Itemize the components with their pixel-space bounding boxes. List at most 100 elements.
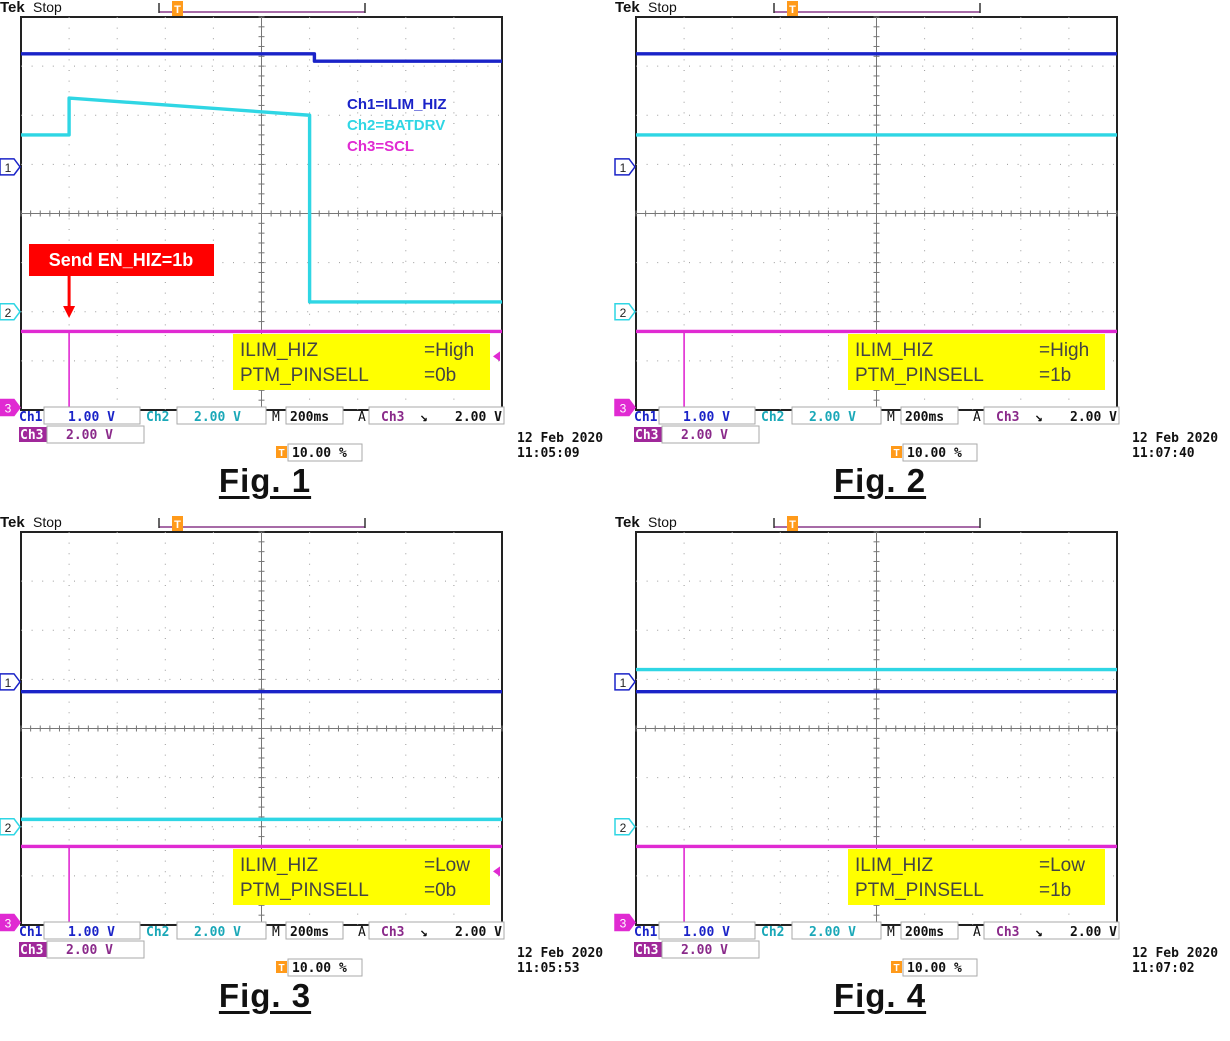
timebase: 200ms [290, 410, 329, 425]
figure-panel-1: Tek Stop T T 1 2 3 Ch1=ILIM_HIZ Ch2=BATDRV Ch3=SC… [0, 0, 615, 515]
scope-brand: Tek [615, 0, 640, 16]
capture-date: 12 Feb 2020 [517, 431, 603, 446]
scope-brand: Tek [615, 514, 640, 531]
figure-panel-2: Tek Stop T T 1 2 3 ILIM_HIZ =High PTM_PINSELL =1b C… [614, 0, 1230, 515]
ch3-reference-marker [614, 398, 636, 417]
ch3-label-box [19, 942, 47, 957]
trigger-box [983, 921, 1120, 940]
trigger-percent-icon [891, 446, 902, 458]
ch1-label: Ch1 [634, 925, 658, 940]
info-value-1: =Low [424, 855, 470, 876]
ch3-label-box [634, 427, 662, 442]
ch3-label: Ch3 [635, 943, 658, 958]
trigger-level-marker [493, 351, 500, 362]
acquisition-state: Stop [33, 0, 62, 15]
ch2-scale-box [791, 921, 882, 940]
timebase: 200ms [290, 925, 329, 940]
ch2-scale: 2.00 V [194, 925, 241, 940]
trigger-position-percent: 10.00 % [292, 961, 347, 976]
ch3-scale-box [661, 940, 760, 959]
figure-panel-4: Tek Stop T T 1 2 3 ILIM_HIZ =Low PTM_PINSELL =1b Ch… [614, 514, 1230, 1030]
trigger-slope-icon: ↘ [1035, 410, 1043, 425]
ch3-reference-marker [614, 913, 636, 932]
annotation-box [29, 244, 214, 276]
ch2-reference-marker [614, 818, 636, 836]
info-key-2: PTM_PINSELL [240, 365, 369, 386]
timebase-box [900, 921, 959, 940]
scope-screen: Tek Stop T T 1 2 3 ILIM_HIZ =Low PTM_PINSELL =1b Ch… [614, 514, 1218, 977]
trigger-prefix: A [973, 925, 981, 940]
trigger-percent-box [902, 443, 978, 462]
trigger-slope-icon: ↘ [1035, 925, 1043, 940]
acquisition-state: Stop [648, 514, 677, 530]
ch3-label: Ch3 [20, 943, 43, 958]
ch3-label: Ch3 [20, 428, 43, 443]
figure-caption: Fig. 4 [833, 977, 927, 1014]
ch2-label: Ch2 [146, 410, 169, 425]
ch3-scale: 2.00 V [681, 428, 728, 443]
scope-screen: Tek Stop T T 1 2 3 Ch1=ILIM_HIZ Ch2=BATDRV Ch3=SC… [0, 0, 603, 462]
ch1-reference-marker-label: 1 [5, 676, 12, 690]
trigger-source: Ch3 [996, 410, 1019, 425]
ch3-reference-marker-label: 3 [5, 917, 12, 931]
figure-panel-3: Tek Stop T T 1 2 3 ILIM_HIZ =Low PTM_PINSELL =0b Ch… [0, 514, 615, 1030]
ch1-scale-box [658, 921, 756, 940]
trigger-prefix: A [973, 410, 981, 425]
trigger-position-percent: 10.00 % [907, 446, 962, 461]
info-value-1: =High [1039, 340, 1089, 361]
info-key-2: PTM_PINSELL [240, 880, 369, 901]
scope-brand: Tek [0, 0, 25, 16]
ch2-reference-marker-label: 2 [5, 306, 12, 320]
ch2-scale-box [176, 921, 267, 940]
ch1-label: Ch1 [19, 410, 43, 425]
trigger-slope-icon: ↘ [420, 925, 428, 940]
trigger-box [983, 406, 1120, 425]
trigger-level: 2.00 V [455, 410, 502, 425]
trigger-percent-box [287, 443, 363, 462]
trigger-position-percent: 10.00 % [292, 446, 347, 461]
record-trigger-marker-label: T [789, 4, 796, 16]
ch2-reference-marker-label: 2 [620, 821, 627, 835]
record-trigger-marker [787, 516, 798, 531]
timebase-prefix: M [272, 410, 280, 425]
timebase-prefix: M [887, 925, 895, 940]
record-trigger-marker [787, 1, 798, 16]
annotation-text: Send EN_HIZ=1b [49, 250, 194, 270]
trigger-prefix: A [358, 410, 366, 425]
ch2-scale: 2.00 V [809, 410, 856, 425]
info-key-1: ILIM_HIZ [240, 855, 319, 876]
ch2-scale: 2.00 V [809, 925, 856, 940]
timebase-prefix: M [272, 925, 280, 940]
ch1-reference-marker [0, 673, 21, 691]
ch2-reference-marker [0, 303, 21, 321]
legend-entry: Ch2=BATDRV [347, 117, 445, 134]
info-box [848, 849, 1105, 905]
trigger-percent-box [287, 958, 363, 977]
info-value-2: =0b [424, 365, 456, 386]
info-value-2: =0b [424, 880, 456, 901]
capture-date: 12 Feb 2020 [1132, 946, 1218, 961]
info-key-1: ILIM_HIZ [240, 340, 319, 361]
ch1-label: Ch1 [19, 925, 43, 940]
trigger-box [368, 921, 505, 940]
record-trigger-marker-label: T [174, 519, 181, 531]
ch2-reference-marker [614, 303, 636, 321]
ch3-reference-marker-label: 3 [620, 402, 627, 416]
ch1-trace [21, 52, 502, 63]
ch3-scale-box [46, 425, 145, 444]
ch1-scale: 1.00 V [683, 410, 730, 425]
info-value-2: =1b [1039, 365, 1071, 386]
trigger-percent-icon [276, 961, 287, 973]
record-trigger-marker-label: T [174, 4, 181, 16]
capture-time: 11:05:53 [517, 961, 580, 976]
trigger-percent-icon-label: T [893, 963, 899, 974]
ch2-reference-marker [0, 818, 21, 836]
trigger-prefix: A [358, 925, 366, 940]
timebase-box [285, 921, 344, 940]
figure-caption: Fig. 1 [218, 462, 312, 499]
trigger-source: Ch3 [996, 925, 1019, 940]
trigger-position-percent: 10.00 % [907, 961, 962, 976]
info-key-1: ILIM_HIZ [855, 340, 934, 361]
info-key-2: PTM_PINSELL [855, 880, 984, 901]
